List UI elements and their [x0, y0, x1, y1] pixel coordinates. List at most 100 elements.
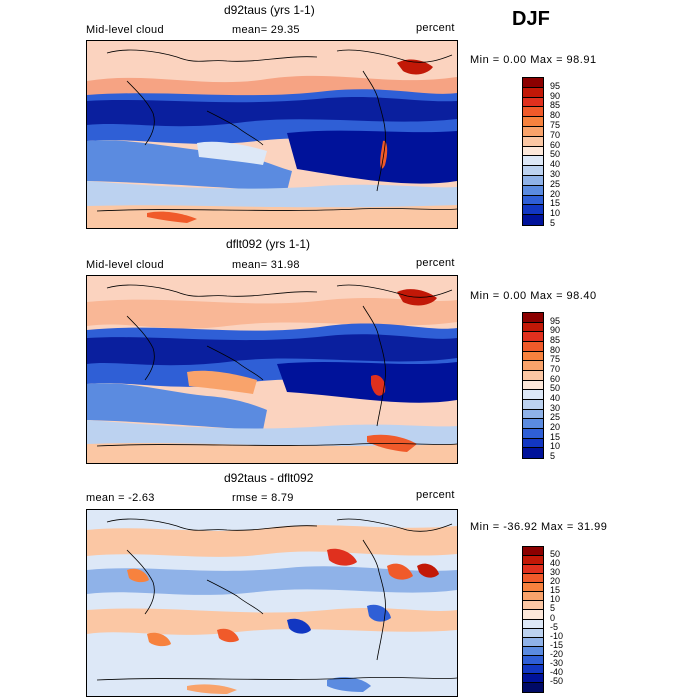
colorbar-swatch [523, 390, 543, 400]
colorbar-tick-label: -40 [550, 666, 564, 677]
colorbar-tick-label: 40 [550, 558, 561, 569]
colorbar-tick-label: 10 [550, 594, 561, 605]
colorbar-swatch [523, 628, 543, 638]
panel-3-map-graphic [87, 510, 457, 696]
panel-1-colorbar [522, 77, 544, 226]
colorbar-swatch [523, 673, 543, 683]
panel-3-title: d92taus - dflt092 [224, 471, 314, 485]
colorbar-tick-label: 20 [550, 188, 561, 199]
panel-2-map-graphic [87, 276, 457, 463]
panel-2-units-label: percent [416, 257, 455, 269]
colorbar-tick-label: -10 [550, 630, 564, 641]
colorbar-swatch [523, 610, 543, 620]
colorbar-tick-label: 5 [550, 218, 556, 228]
panel-1-field-label: Mid-level cloud [86, 24, 164, 36]
colorbar-swatch [523, 574, 543, 584]
colorbar-swatch [523, 215, 543, 225]
colorbar-swatch [523, 419, 543, 429]
colorbar-tick-label: 60 [550, 139, 561, 150]
colorbar-swatch [523, 438, 543, 449]
colorbar-swatch [523, 409, 543, 420]
colorbar-swatch [523, 341, 543, 352]
colorbar-swatch [523, 175, 543, 186]
panel-1-mean-label: mean= 29.35 [232, 24, 300, 36]
colorbar-tick-label: 90 [550, 90, 561, 101]
panel-2-mean-label: mean= 31.98 [232, 259, 300, 271]
colorbar-tick-label: 0 [550, 612, 556, 623]
panel-2-field-label: Mid-level cloud [86, 259, 164, 271]
colorbar-swatch [523, 185, 543, 196]
colorbar-tick-label: 95 [550, 80, 561, 91]
panel-2-colorbar [522, 312, 544, 459]
colorbar-tick-label: 15 [550, 585, 561, 596]
colorbar-swatch [523, 646, 543, 656]
colorbar-tick-label: 20 [550, 422, 561, 432]
panel-1-map [86, 40, 458, 229]
colorbar-swatch [523, 97, 543, 108]
colorbar-swatch [523, 556, 543, 566]
colorbar-tick-label: 15 [550, 198, 561, 209]
colorbar-tick-label: 15 [550, 431, 561, 442]
colorbar-swatch [523, 547, 543, 557]
colorbar-tick-label: 5 [550, 451, 556, 461]
colorbar-swatch [523, 428, 543, 439]
colorbar-tick-label: 60 [550, 373, 561, 384]
colorbar-tick-label: -5 [550, 621, 559, 632]
colorbar-tick-label: 90 [550, 325, 561, 336]
colorbar-swatch [523, 448, 543, 458]
panel-3-colorbar [522, 546, 544, 693]
colorbar-swatch [523, 682, 543, 692]
panel-1-title: d92taus (yrs 1-1) [224, 3, 315, 17]
colorbar-tick-label: 10 [550, 441, 561, 452]
colorbar-tick-label: 30 [550, 402, 561, 413]
colorbar-tick-label: 80 [550, 344, 561, 355]
panel-1-min-max: Min = 0.00 Max = 98.91 [470, 54, 597, 66]
colorbar-swatch [523, 332, 543, 342]
colorbar-tick-label: 85 [550, 335, 561, 345]
colorbar-tick-label: 20 [550, 576, 561, 587]
panel-2-min-max: Min = 0.00 Max = 98.40 [470, 290, 597, 302]
colorbar-swatch [523, 601, 543, 611]
panel-3-mean-label: mean = -2.63 [86, 492, 155, 504]
panel-3-units-label: percent [416, 489, 455, 501]
colorbar-tick-label: 50 [550, 149, 561, 160]
panel-3-min-max: Min = -36.92 Max = 31.99 [470, 521, 608, 533]
panel-3-rmse-label: rmse = 8.79 [232, 492, 294, 504]
colorbar-swatch [523, 351, 543, 362]
colorbar-tick-label: 95 [550, 315, 561, 326]
colorbar-swatch [523, 583, 543, 593]
colorbar-tick-label: 85 [550, 100, 561, 111]
colorbar-tick-label: -30 [550, 657, 564, 668]
colorbar-tick-label: 50 [550, 383, 561, 394]
colorbar-swatch [523, 592, 543, 602]
colorbar-tick-label: 25 [550, 178, 561, 189]
colorbar-swatch [523, 565, 543, 575]
colorbar-tick-label: 30 [550, 567, 561, 578]
colorbar-swatch [523, 136, 543, 147]
colorbar-swatch [523, 655, 543, 665]
colorbar-swatch [523, 166, 543, 176]
colorbar-swatch [523, 126, 543, 137]
colorbar-swatch [523, 195, 543, 206]
colorbar-swatch [523, 370, 543, 381]
panel-2-map [86, 275, 458, 464]
colorbar-swatch [523, 619, 543, 629]
colorbar-tick-label: -20 [550, 648, 564, 659]
colorbar-tick-label: 30 [550, 169, 561, 179]
panel-3-map [86, 509, 458, 697]
colorbar-tick-label: 75 [550, 120, 561, 130]
colorbar-tick-label: 10 [550, 208, 561, 219]
colorbar-tick-label: 80 [550, 110, 561, 121]
colorbar-tick-label: 70 [550, 129, 561, 140]
colorbar-swatch [523, 205, 543, 216]
colorbar-tick-label: 70 [550, 364, 561, 374]
colorbar-swatch [523, 156, 543, 167]
colorbar-tick-label: 40 [550, 159, 561, 170]
colorbar-tick-label: -50 [550, 675, 564, 686]
panel-2-title: dflt092 (yrs 1-1) [226, 237, 311, 251]
colorbar-swatch [523, 322, 543, 333]
season-label: DJF [512, 8, 550, 30]
colorbar-swatch [523, 399, 543, 410]
panel-1-map-graphic [87, 41, 457, 228]
colorbar-swatch [523, 380, 543, 391]
